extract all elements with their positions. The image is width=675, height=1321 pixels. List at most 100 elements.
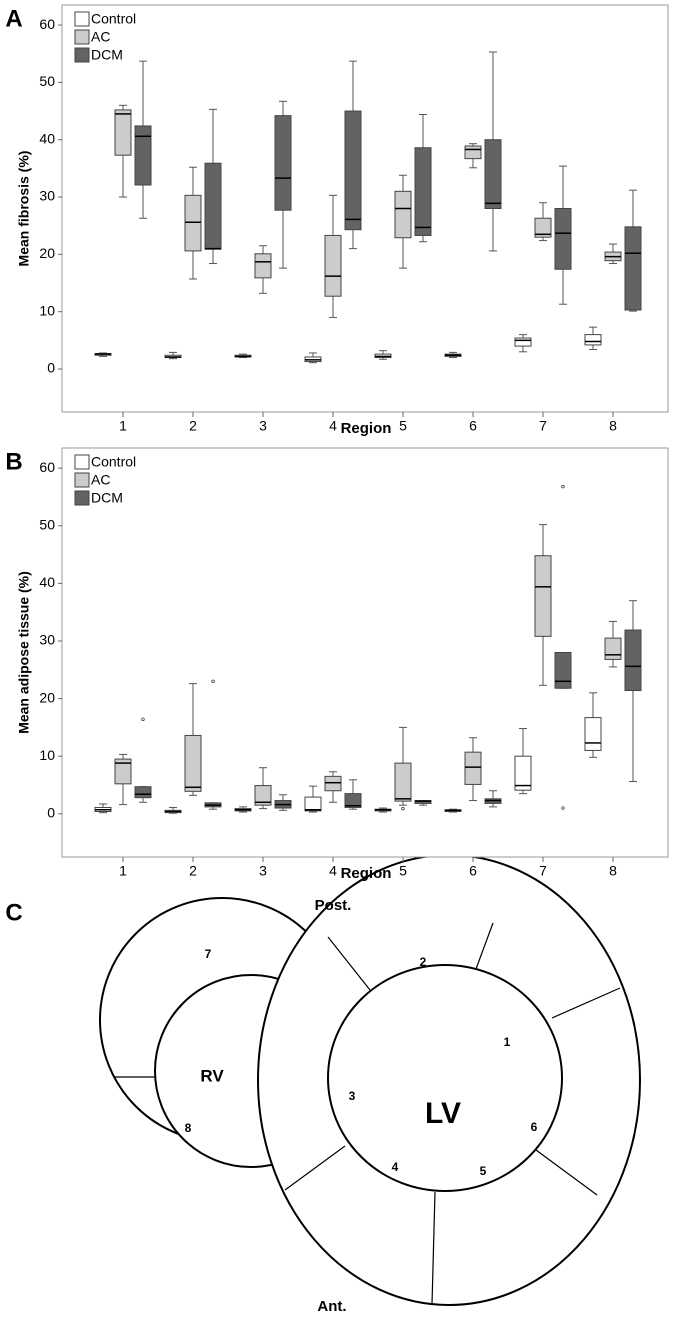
y-tick-label: 20: [39, 245, 55, 261]
y-tick-label: 30: [39, 188, 55, 204]
x-tick-label: 5: [399, 418, 407, 434]
legend-label: AC: [91, 472, 110, 488]
lv-divider: [475, 922, 494, 970]
plot-frame: [61, 447, 669, 858]
x-tick-label: 8: [609, 863, 617, 879]
x-tick-label: 4: [329, 863, 337, 879]
region-label: 7: [205, 947, 212, 961]
outlier: [211, 679, 215, 684]
box: [204, 162, 222, 250]
y-tick-label: 50: [39, 73, 55, 89]
y-tick-label: 60: [39, 459, 55, 475]
lv-label: LV: [425, 1097, 461, 1130]
region-label: 8: [185, 1121, 192, 1135]
rv-label: RV: [200, 1066, 224, 1085]
post-label: Post.: [315, 897, 352, 914]
box: [464, 751, 482, 785]
y-tick-label: 30: [39, 632, 55, 648]
box: [344, 793, 362, 808]
box: [184, 194, 202, 252]
box: [484, 139, 502, 210]
lv-divider: [284, 1145, 346, 1191]
panel-label: B: [5, 448, 22, 475]
lv-inner: [327, 964, 563, 1192]
lv-divider: [551, 987, 621, 1019]
box: [464, 145, 482, 160]
y-axis-label: Mean fibrosis (%): [16, 151, 32, 267]
outlier: [561, 806, 565, 810]
outlier: [401, 806, 405, 811]
box: [554, 208, 572, 270]
region-label: 3: [349, 1089, 356, 1103]
box: [274, 115, 292, 211]
x-tick-label: 1: [119, 418, 127, 434]
box: [514, 337, 532, 347]
legend-swatch: [74, 454, 90, 470]
y-tick-label: 40: [39, 130, 55, 146]
legend-label: AC: [91, 29, 110, 45]
outlier: [561, 484, 565, 489]
legend-swatch: [74, 29, 90, 45]
legend-swatch: [74, 472, 90, 488]
outlier: [141, 717, 145, 722]
lv-divider: [431, 1191, 436, 1305]
box: [534, 555, 552, 637]
ant-label: Ant.: [317, 1298, 346, 1315]
box: [514, 755, 532, 791]
x-tick-label: 2: [189, 418, 197, 434]
panel-label: C: [5, 899, 22, 926]
x-tick-label: 8: [609, 418, 617, 434]
box: [624, 629, 642, 692]
legend-label: Control: [91, 454, 136, 470]
x-tick-label: 3: [259, 418, 267, 434]
box: [254, 253, 272, 279]
legend-label: DCM: [91, 490, 123, 506]
lv-divider: [327, 936, 371, 991]
box: [584, 334, 602, 346]
lv-divider: [535, 1149, 598, 1196]
box: [134, 125, 152, 186]
y-tick-label: 0: [47, 360, 55, 376]
x-axis-label: Region: [341, 865, 392, 882]
box: [534, 217, 552, 238]
x-tick-label: 6: [469, 863, 477, 879]
box: [554, 652, 572, 689]
box: [324, 234, 342, 297]
legend-swatch: [74, 11, 90, 27]
x-tick-label: 7: [539, 863, 547, 879]
box: [134, 786, 152, 799]
lv-outer: [257, 854, 641, 1306]
y-axis-label: Mean adipose tissue (%): [16, 571, 32, 734]
y-tick-label: 0: [47, 804, 55, 820]
box: [624, 226, 642, 311]
legend-swatch: [74, 490, 90, 506]
box: [114, 109, 132, 156]
region-diagram: [99, 854, 641, 1306]
box: [394, 762, 412, 802]
plot-frame: [61, 4, 669, 413]
y-tick-label: 20: [39, 689, 55, 705]
x-tick-label: 7: [539, 418, 547, 434]
panel-label: A: [5, 5, 22, 32]
y-tick-label: 40: [39, 574, 55, 590]
box: [584, 717, 602, 751]
x-tick-label: 1: [119, 863, 127, 879]
box: [184, 734, 202, 792]
legend-swatch: [74, 47, 90, 63]
box: [114, 758, 132, 785]
y-tick-label: 60: [39, 16, 55, 32]
x-tick-label: 5: [399, 863, 407, 879]
box: [304, 796, 322, 812]
box: [604, 637, 622, 660]
x-tick-label: 3: [259, 863, 267, 879]
x-tick-label: 2: [189, 863, 197, 879]
y-tick-label: 50: [39, 516, 55, 532]
box: [254, 785, 272, 806]
x-tick-label: 4: [329, 418, 337, 434]
region-label: 4: [392, 1160, 399, 1174]
y-tick-label: 10: [39, 302, 55, 318]
box: [324, 775, 342, 792]
legend-label: Control: [91, 11, 136, 27]
region-label: 5: [480, 1164, 487, 1178]
